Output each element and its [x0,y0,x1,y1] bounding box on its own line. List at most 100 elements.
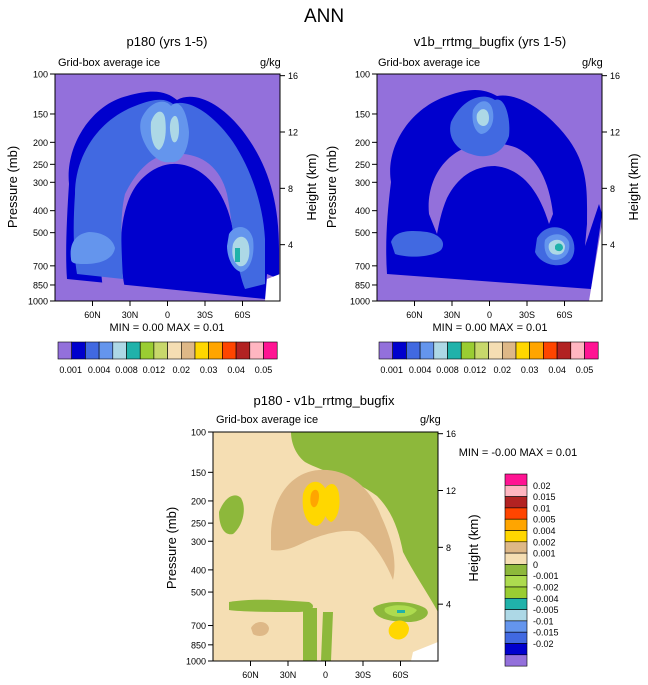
missing-data-mask [411,642,438,661]
y-right-tick-label: 4 [610,240,615,250]
y-right-tick-label: 4 [288,240,293,250]
legend-swatch [570,341,585,360]
diff-positive-lower-right [388,620,409,640]
y-tick-label: 700 [355,261,370,271]
y-tick-label: 100 [355,70,370,80]
legend-swatch [406,341,421,360]
y-right-tick-label: 16 [288,71,298,81]
y-axis-right-label: Height (km) [304,153,319,220]
y-right-tick-label: 16 [610,71,620,81]
y-axis-label: Pressure (mb) [324,146,339,228]
contour-0.012-top-right [169,115,179,143]
y-right-tick-label: 12 [288,127,298,137]
y-tick-label: 250 [33,160,48,170]
legend-swatch [504,541,528,554]
panel-test: v1b_rrtmg_bugfix (yrs 1-5) Grid-box aver… [324,34,641,334]
legend-swatch [504,530,528,543]
legend-swatch [515,341,530,360]
panel-left-subtitle: Grid-box average ice [216,414,318,426]
legend-label: 0.05 [576,365,594,375]
x-tick-label: 30N [280,670,297,680]
legend-label: 0.001 [533,549,556,559]
y-tick-label: 400 [33,206,48,216]
x-tick-label: 60S [556,310,572,320]
y-tick-label: 1000 [350,297,370,307]
y-tick-label: 400 [355,206,370,216]
page-title: ANN [304,6,344,27]
legend-label: -0.002 [533,583,559,593]
legend-swatch [249,341,264,360]
y-axis-label: Pressure (mb) [5,146,20,228]
legend-label: 0.002 [533,537,556,547]
contour-0.012-top-left [150,111,166,150]
panel-title: p180 (yrs 1-5) [127,34,208,49]
panel-units: g/kg [260,57,281,69]
legend-swatch [504,620,528,633]
legend-swatch [504,484,528,497]
y-tick-label: 700 [33,261,48,271]
legend-swatch [584,341,599,360]
stats-text: MIN = 0.00 MAX = 0.01 [433,322,548,334]
legend-swatch [71,341,86,360]
missing-data-mask [589,224,602,301]
legend-label: -0.02 [533,639,554,649]
y-tick-label: 250 [191,519,206,529]
legend-swatch [208,341,223,360]
legend-label: 0.001 [59,365,82,375]
legend-label: 0.02 [173,365,191,375]
diff-negative-lower-left [229,599,313,612]
y-right-tick-label: 8 [610,184,615,194]
contour-0.006-left-lower [391,231,444,257]
legend-label: 0 [533,560,538,570]
legend-label: 0.004 [533,526,556,536]
x-tick-label: 60N [406,310,423,320]
x-tick-label: 60N [84,310,101,320]
y-tick-label: 300 [33,178,48,188]
y-tick-label: 700 [191,621,206,631]
legend-label: 0.005 [533,515,556,525]
panel-control: p180 (yrs 1-5) Grid-box average ice g/kg… [5,34,319,334]
legend-swatch [504,496,528,509]
contour-0.02-right [555,243,563,252]
legend-swatch [194,341,209,360]
legend-label: 0.04 [227,365,245,375]
legend-swatch [378,341,393,360]
y-right-tick-label: 12 [446,486,456,496]
legend-swatch [263,341,278,360]
legend-swatch [504,575,528,588]
diff-negative-left [219,495,244,535]
legend-label: 0.008 [436,365,459,375]
legend-label: 0.004 [409,365,432,375]
legend-swatch [181,341,196,360]
contour-0.006 [73,99,265,290]
y-tick-label: 850 [355,280,370,290]
y-tick-label: 300 [355,178,370,188]
legend-swatch [419,341,435,360]
legend-swatch [112,341,127,360]
y-axis-right-label: Height (km) [466,514,481,581]
y-tick-label: 1000 [186,657,206,667]
x-tick-label: 30S [355,670,371,680]
legend-label: 0.008 [115,365,138,375]
legend-swatch [139,341,155,360]
legend-swatch [504,654,528,667]
y-tick-label: 850 [191,640,206,650]
legend-label: 0.012 [143,365,166,375]
y-right-tick-label: 8 [446,543,451,553]
legend-swatch [447,341,462,360]
diff-positive-lower-left [251,622,269,636]
legend-swatch [504,552,528,565]
legend-swatch [504,564,528,577]
x-tick-label: 60S [234,310,250,320]
legend-swatch [167,341,182,360]
legend-label: 0.001 [380,365,403,375]
legend-label: 0.012 [464,365,487,375]
y-tick-label: 150 [355,109,370,119]
y-tick-label: 250 [355,160,370,170]
y-tick-label: 100 [191,428,206,438]
contour-plot [376,73,603,302]
panel-title: p180 - v1b_rrtmg_bugfix [254,393,395,408]
x-tick-label: 30N [444,310,461,320]
contour-0.012-top [476,109,489,126]
